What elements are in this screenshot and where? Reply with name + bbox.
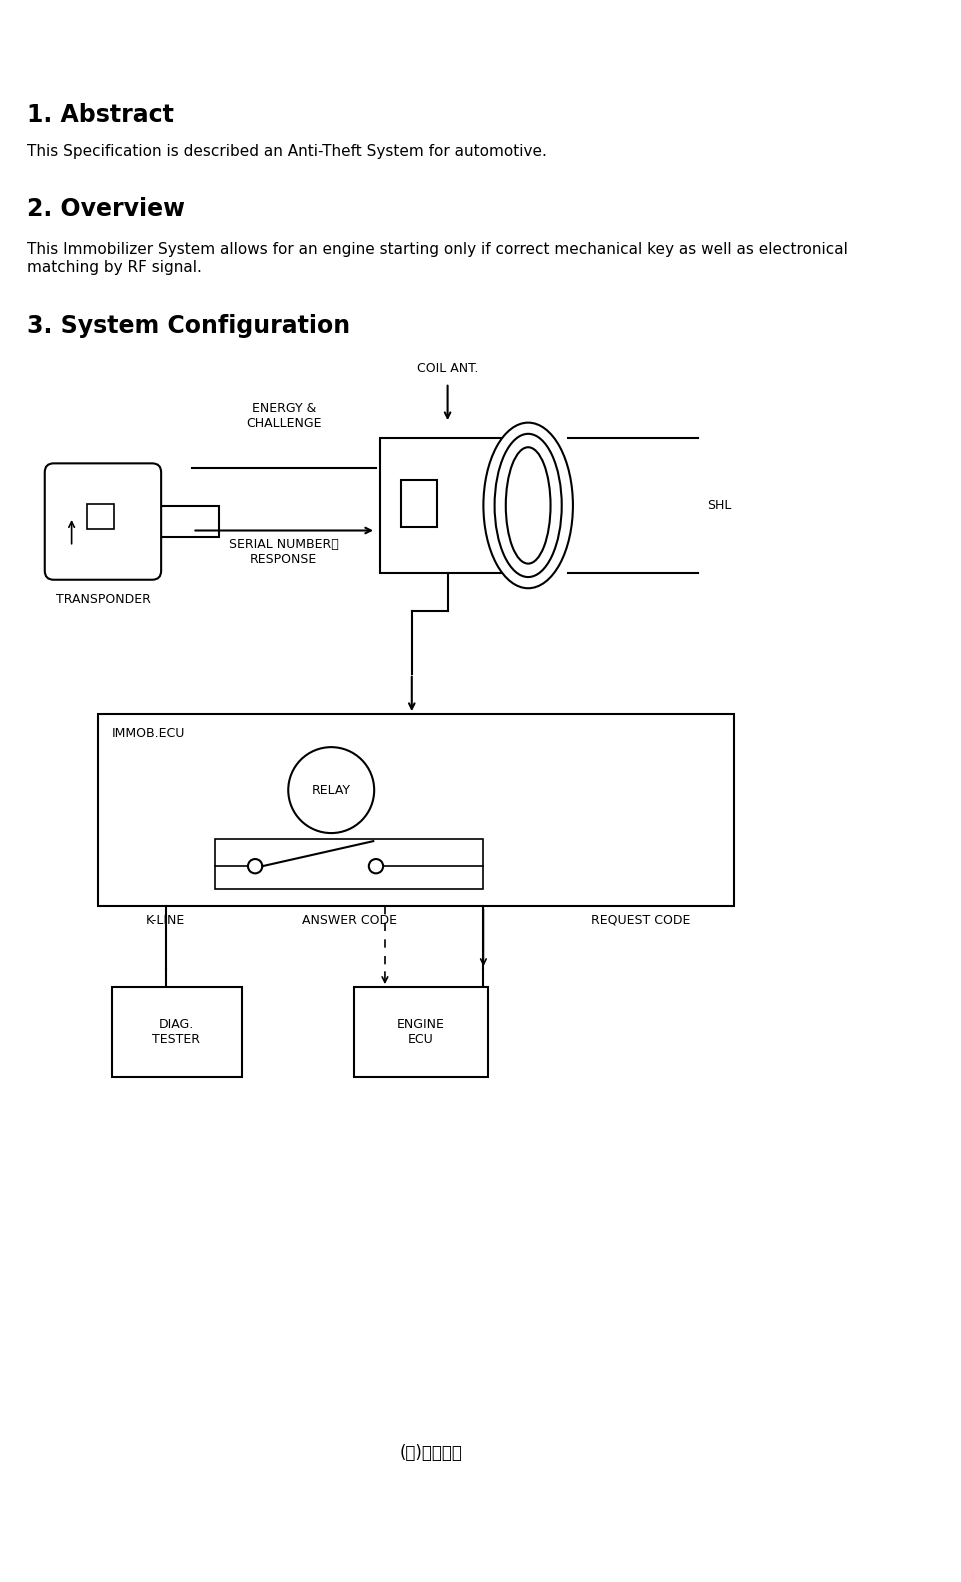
Text: This Immobilizer System allows for an engine starting only if correct mechanical: This Immobilizer System allows for an en…: [27, 242, 847, 275]
Ellipse shape: [523, 438, 568, 573]
Text: K-LINE: K-LINE: [146, 914, 185, 927]
Text: ANSWER CODE: ANSWER CODE: [302, 914, 396, 927]
Text: (주)신창전기: (주)신창전기: [399, 1443, 461, 1462]
Bar: [380, 438, 546, 573]
Bar: [401, 481, 436, 527]
Text: DIAG.
TESTER: DIAG. TESTER: [152, 1017, 200, 1046]
Text: 1. Abstract: 1. Abstract: [27, 103, 174, 127]
Text: REQUEST CODE: REQUEST CODE: [590, 914, 689, 927]
Text: ENGINE
ECU: ENGINE ECU: [396, 1017, 444, 1046]
Bar: [214, 840, 482, 889]
Ellipse shape: [494, 433, 561, 577]
Text: 2. Overview: 2. Overview: [27, 198, 185, 221]
Ellipse shape: [505, 448, 550, 563]
Text: TRANSPONDER: TRANSPONDER: [56, 593, 150, 606]
Circle shape: [248, 859, 262, 873]
Text: SHL: SHL: [706, 498, 730, 513]
Bar: [148, 506, 219, 536]
Circle shape: [368, 859, 382, 873]
Ellipse shape: [482, 422, 573, 589]
Text: 3. System Configuration: 3. System Configuration: [27, 313, 350, 339]
Text: RELAY: RELAY: [311, 783, 351, 797]
Bar: [111, 987, 241, 1077]
Bar: [354, 987, 487, 1077]
FancyBboxPatch shape: [45, 464, 160, 579]
Text: This Specification is described an Anti-Theft System for automotive.: This Specification is described an Anti-…: [27, 144, 546, 158]
Text: IMMOB.ECU: IMMOB.ECU: [111, 728, 185, 740]
Bar: [86, 503, 113, 528]
Bar: [98, 713, 733, 906]
Text: ENERGY &
CHALLENGE: ENERGY & CHALLENGE: [246, 402, 321, 430]
Text: SERIAL NUMBER와
RESPONSE: SERIAL NUMBER와 RESPONSE: [229, 538, 338, 566]
Circle shape: [288, 747, 374, 834]
Text: COIL ANT.: COIL ANT.: [416, 362, 478, 375]
